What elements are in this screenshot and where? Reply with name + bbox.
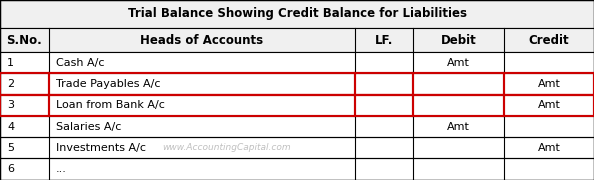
Text: www.AccountingCapital.com: www.AccountingCapital.com: [162, 143, 290, 152]
Text: Debit: Debit: [440, 33, 476, 47]
Text: 3: 3: [7, 100, 14, 110]
Bar: [0, 137, 594, 158]
Text: Salaries A/c: Salaries A/c: [56, 122, 121, 132]
Text: Amt: Amt: [538, 100, 560, 110]
Text: Amt: Amt: [447, 58, 470, 68]
Text: Cash A/c: Cash A/c: [56, 58, 105, 68]
Text: Loan from Bank A/c: Loan from Bank A/c: [56, 100, 165, 110]
Bar: [0, 73, 594, 95]
Text: 5: 5: [7, 143, 14, 153]
Text: Credit: Credit: [529, 33, 569, 47]
Text: Trade Payables A/c: Trade Payables A/c: [56, 79, 160, 89]
Text: 6: 6: [7, 164, 14, 174]
Text: 2: 2: [7, 79, 14, 89]
Bar: [0, 73, 594, 95]
Text: S.No.: S.No.: [7, 33, 42, 47]
Bar: [0, 0, 594, 28]
Bar: [0, 95, 594, 116]
Text: 1: 1: [7, 58, 14, 68]
Text: Amt: Amt: [538, 79, 560, 89]
Bar: [0, 95, 594, 116]
Text: Heads of Accounts: Heads of Accounts: [140, 33, 263, 47]
Text: 4: 4: [7, 122, 14, 132]
Bar: [0, 158, 594, 180]
Text: Amt: Amt: [447, 122, 470, 132]
Text: Investments A/c: Investments A/c: [56, 143, 146, 153]
Bar: [0, 116, 594, 137]
Text: LF.: LF.: [375, 33, 393, 47]
Text: Amt: Amt: [538, 143, 560, 153]
Text: Trial Balance Showing Credit Balance for Liabilities: Trial Balance Showing Credit Balance for…: [128, 7, 466, 21]
Text: ...: ...: [56, 164, 67, 174]
Bar: [0, 28, 594, 52]
Bar: [0, 52, 594, 73]
